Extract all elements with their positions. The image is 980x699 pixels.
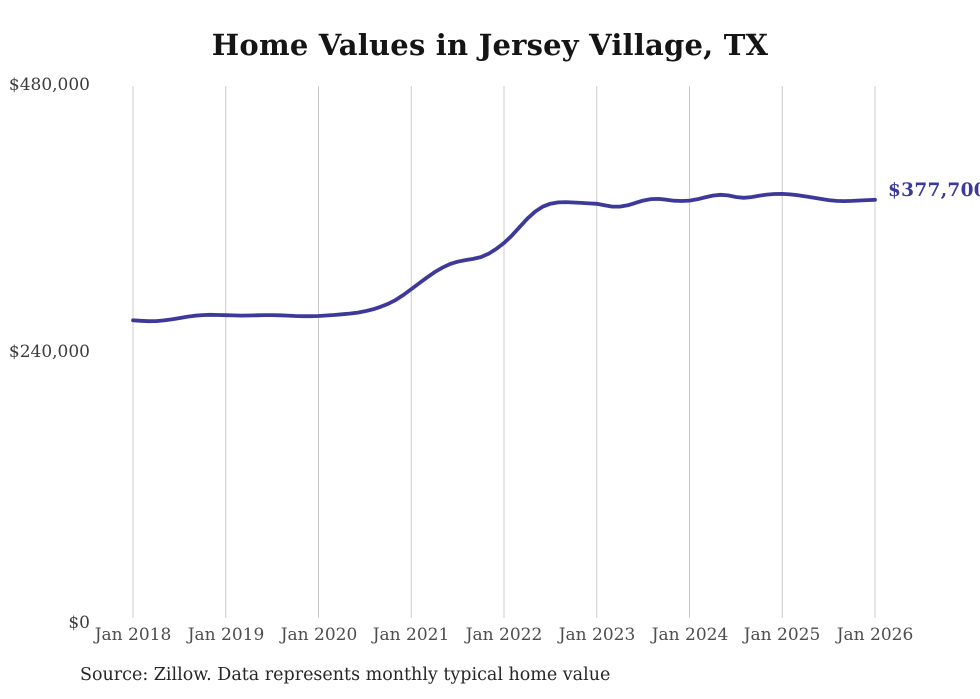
- home-value-line: [131, 191, 877, 324]
- y-axis-tick-480000: $480,000: [8, 75, 90, 95]
- end-value-label: $377,700: [888, 180, 980, 201]
- x-axis-tick-jan-2023: Jan 2023: [558, 625, 636, 645]
- x-axis-tick-jan-2021: Jan 2021: [372, 625, 450, 645]
- x-axis-tick-jan-2025: Jan 2025: [743, 625, 821, 645]
- source-note: Source: Zillow. Data represents monthly …: [80, 665, 611, 685]
- chart-plot-area: [131, 86, 877, 618]
- x-axis-tick-jan-2019: Jan 2019: [187, 625, 265, 645]
- x-axis-tick-jan-2024: Jan 2024: [651, 625, 729, 645]
- y-axis-tick-0: $0: [68, 613, 90, 633]
- chart-title: Home Values in Jersey Village, TX: [211, 28, 769, 62]
- x-axis-tick-jan-2020: Jan 2020: [280, 625, 358, 645]
- x-axis-tick-jan-2018: Jan 2018: [94, 625, 172, 645]
- x-axis-tick-jan-2026: Jan 2026: [836, 625, 914, 645]
- y-axis-tick-240000: $240,000: [8, 342, 90, 362]
- x-axis-tick-jan-2022: Jan 2022: [465, 625, 543, 645]
